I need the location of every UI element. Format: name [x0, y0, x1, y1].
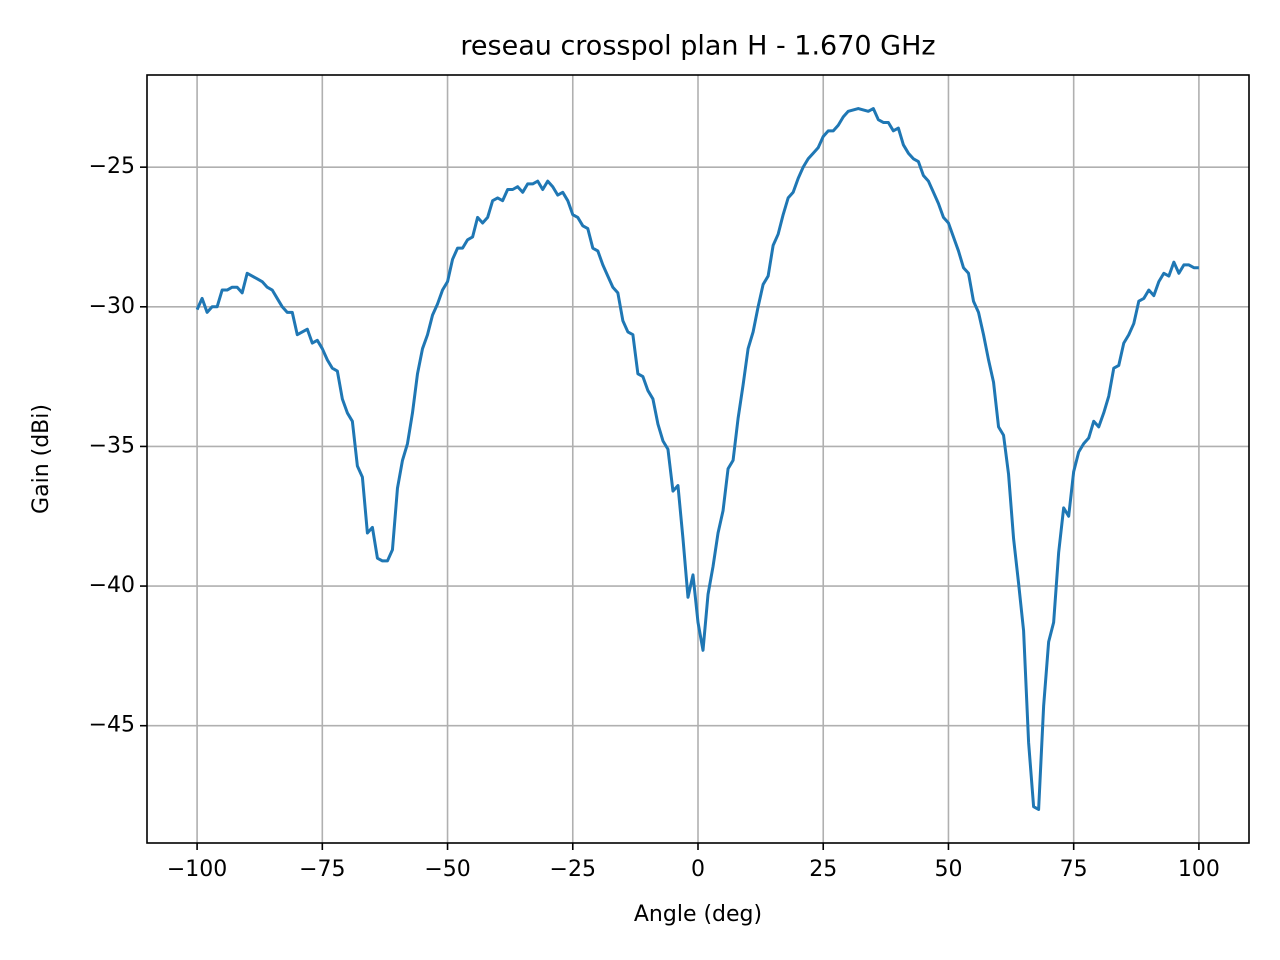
grid: [147, 75, 1249, 843]
y-tick-label: −25: [89, 154, 135, 179]
x-tick-label: −25: [550, 857, 596, 882]
y-tick-label: −40: [89, 573, 135, 598]
x-tick-label: 25: [809, 857, 837, 882]
plot-frame: [146, 74, 1250, 844]
x-tick-label: 75: [1060, 857, 1088, 882]
chart-title: reseau crosspol plan H - 1.670 GHz: [460, 31, 935, 62]
data-line: [195, 107, 1199, 811]
x-tick-label: 50: [934, 857, 962, 882]
y-tick-label: −35: [89, 433, 135, 458]
y-axis-label: Gain (dBi): [29, 404, 54, 514]
x-tick-label: 100: [1178, 857, 1220, 882]
x-tick-label: 0: [691, 857, 705, 882]
y-tick-label: −45: [89, 713, 135, 738]
x-tick-label: −50: [424, 857, 470, 882]
x-tick-label: −100: [167, 857, 227, 882]
y-tick-label: −30: [89, 294, 135, 319]
x-tick-label: −75: [299, 857, 345, 882]
x-axis-label: Angle (deg): [634, 902, 762, 927]
